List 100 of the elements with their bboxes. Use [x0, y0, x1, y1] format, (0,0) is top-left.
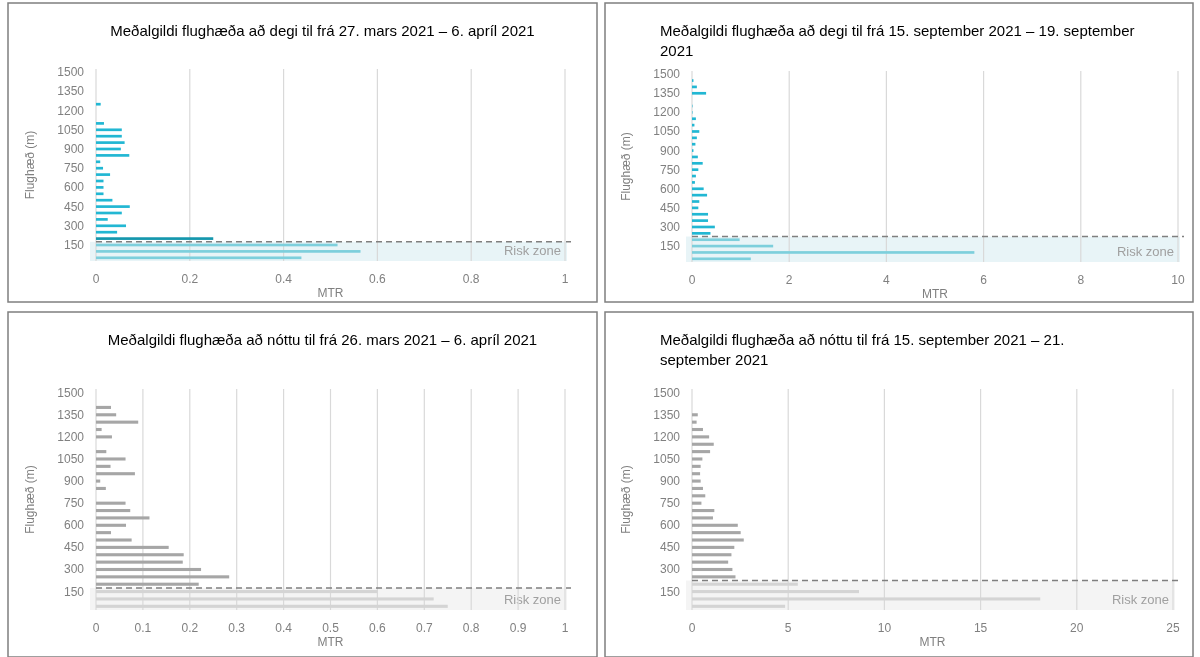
y-axis-title: Flughæð (m): [23, 130, 37, 200]
bar: [96, 501, 126, 505]
bar: [692, 187, 704, 191]
y-tick-label: 150: [63, 238, 85, 252]
bar: [96, 230, 118, 234]
bar: [692, 413, 698, 417]
y-tick-label: 1500: [653, 67, 681, 82]
bar: [692, 238, 740, 242]
bar: [692, 117, 696, 121]
y-tick-label: 1050: [653, 124, 681, 139]
x-tick-label: 0: [92, 272, 100, 286]
band-label: Risk zone: [503, 592, 561, 607]
bar: [96, 523, 127, 527]
y-tick-label: 750: [63, 161, 85, 176]
bar: [692, 560, 729, 564]
y-tick-label: 1350: [57, 407, 85, 422]
y-tick-label: 1200: [57, 103, 85, 118]
bar: [692, 531, 741, 535]
y-tick-label: 1350: [57, 84, 85, 99]
bar: [96, 509, 131, 513]
bar: [692, 479, 701, 483]
y-tick-label: 300: [659, 562, 681, 577]
bar: [692, 232, 711, 235]
bar: [96, 531, 112, 535]
band-label: Risk zone: [503, 243, 561, 258]
chart-title: Meðalgildi flughæða að degi til frá 15. september 2021 – 19. september 2021: [660, 22, 1135, 59]
y-tick-label: 1200: [57, 429, 85, 444]
y-tick-label: 600: [63, 518, 85, 533]
bar: [692, 523, 738, 527]
x-tick-label: 10: [1171, 273, 1185, 287]
y-tick-label: 750: [659, 162, 681, 177]
bar: [692, 91, 707, 95]
y-tick-label: 450: [63, 199, 85, 214]
bar: [692, 427, 703, 432]
bar: [692, 457, 703, 461]
x-tick-label: 0.5: [322, 621, 340, 635]
y-tick-label: 150: [659, 239, 681, 254]
y-tick-label: 300: [659, 219, 681, 234]
x-tick-label: 0.2: [181, 272, 199, 286]
bar: [96, 464, 111, 468]
bar: [692, 464, 701, 468]
y-tick-label: 1050: [57, 122, 85, 137]
bar: [692, 509, 715, 513]
x-tick-label: 1: [561, 272, 569, 286]
y-axis-title: Flughæð (m): [619, 132, 633, 201]
bar: [96, 205, 130, 208]
bar: [692, 501, 702, 505]
x-axis-title: MTR: [317, 635, 344, 649]
bar: [96, 154, 130, 157]
chart-title: Meðalgildi flughæða að degi til frá 27. mars 2021 – 6. apríl 2021: [110, 22, 535, 39]
bar: [96, 160, 101, 164]
x-tick-label: 0.7: [415, 621, 433, 635]
x-tick-label: 10: [877, 621, 892, 635]
chart-title: Meðalgildi flughæða að nóttu til frá 26. mars 2021 – 6. apríl 2021: [107, 331, 538, 348]
bar: [96, 224, 127, 228]
bar: [692, 567, 733, 572]
x-tick-label: 4: [883, 273, 891, 287]
x-tick-label: 25: [1166, 621, 1180, 635]
y-tick-label: 600: [659, 181, 681, 196]
x-tick-label: 2: [785, 273, 793, 287]
bar: [692, 200, 700, 203]
bar: [96, 582, 199, 586]
y-tick-label: 450: [659, 540, 681, 555]
bar: [96, 102, 101, 106]
y-tick-label: 900: [63, 474, 85, 489]
x-tick-label: 0.2: [181, 621, 199, 635]
y-tick-label: 300: [63, 218, 85, 233]
bar: [692, 212, 709, 216]
bar: [692, 545, 735, 549]
bar: [96, 405, 112, 409]
y-tick-label: 900: [63, 142, 85, 156]
y-tick-label: 1500: [653, 385, 681, 400]
y-tick-label: 1350: [653, 407, 681, 422]
y-axis-title: Flughæð (m): [619, 465, 633, 534]
bar: [96, 192, 104, 196]
bar: [96, 134, 122, 138]
bar: [96, 560, 183, 564]
band-label: Risk zone: [1116, 244, 1174, 259]
bar: [96, 516, 150, 520]
bar: [692, 251, 975, 254]
x-tick-label: 5: [784, 621, 792, 635]
bar: [692, 219, 709, 222]
bar: [692, 486, 703, 490]
x-tick-label: 1: [561, 621, 569, 635]
x-tick-label: 0.4: [275, 621, 293, 635]
y-tick-label: 1350: [653, 86, 681, 101]
bar: [692, 538, 744, 542]
y-axis-title: Flughæð (m): [23, 465, 37, 534]
x-tick-label: 20: [1070, 621, 1084, 635]
bar: [96, 256, 302, 260]
y-tick-label: 900: [659, 143, 681, 158]
bar: [96, 166, 104, 170]
bar: [96, 198, 113, 202]
bar: [692, 450, 711, 454]
bar: [692, 442, 714, 446]
y-tick-label: 450: [63, 540, 85, 555]
x-tick-label: 0.6: [369, 272, 387, 286]
y-tick-label: 750: [659, 496, 681, 511]
bar: [96, 450, 107, 454]
bar: [96, 553, 184, 557]
